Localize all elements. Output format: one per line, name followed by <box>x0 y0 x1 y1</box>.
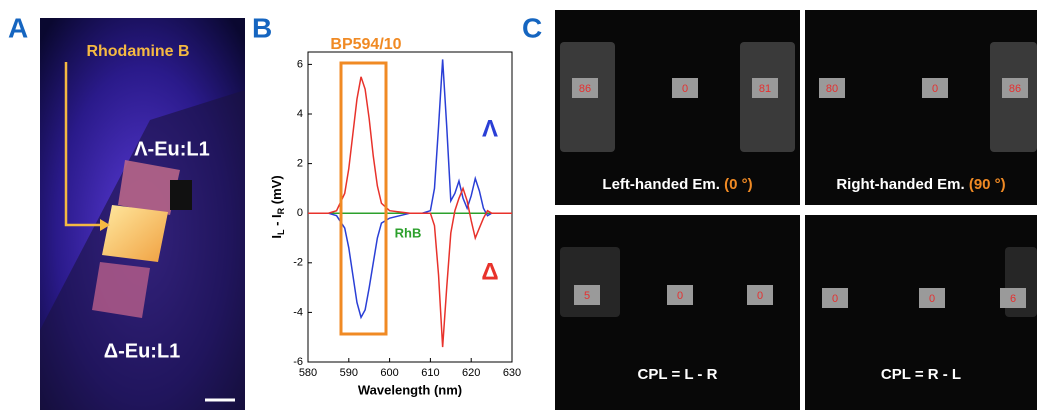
y-tick-label: 6 <box>297 58 303 70</box>
x-tick-label: 580 <box>299 367 317 379</box>
value-label: 0 <box>682 83 688 95</box>
value-label: 80 <box>826 83 838 95</box>
y-tick-label: -6 <box>293 356 303 368</box>
chart: 580 590 600 610 620 630 -6 -4 -2 0 2 4 6 Wavelength (… <box>269 36 521 397</box>
x-tick-label: 620 <box>462 367 480 379</box>
caption-text: Right-handed Em. <box>836 176 969 193</box>
y-tick-label: 0 <box>297 207 303 219</box>
lambda-label: Λ <box>482 115 498 142</box>
delta-label: Δ <box>481 258 498 285</box>
x-tick-label: 590 <box>340 367 358 379</box>
filter-box <box>341 63 386 334</box>
x-tick-label: 610 <box>421 367 439 379</box>
value-label: 0 <box>677 290 683 302</box>
film <box>102 205 168 262</box>
x-axis-label: Wavelength (nm) <box>358 382 462 397</box>
x-tick-label: 600 <box>380 367 398 379</box>
value-label: 0 <box>832 293 838 305</box>
value-label: 0 <box>757 290 763 302</box>
value-label: 5 <box>584 290 590 302</box>
y-axis-label: IL - IR (mV) <box>269 175 286 238</box>
caption: Left-handed Em. (0 °) <box>602 176 752 193</box>
caption-text: CPL = L - R <box>638 366 718 383</box>
rhb-label: RhB <box>395 225 422 240</box>
caption: CPL = L - R <box>638 366 718 383</box>
y-label-part: - I <box>269 214 284 229</box>
value-label: 81 <box>759 83 771 95</box>
y-tick-label: -2 <box>293 257 303 269</box>
x-tick-label: 630 <box>503 367 521 379</box>
sample-image <box>560 247 620 317</box>
caption-text: Left-handed Em. <box>602 176 724 193</box>
film <box>92 262 150 318</box>
panel-label: B <box>252 12 272 43</box>
sample-label: Λ-Eu:L1 <box>134 138 210 160</box>
sample-label: Δ-Eu:L1 <box>104 340 181 362</box>
value-label: 86 <box>1009 83 1021 95</box>
caption: CPL = R - L <box>881 366 961 383</box>
y-label-part: (mV) <box>269 175 284 208</box>
value-label: 86 <box>579 83 591 95</box>
y-tick-label: 4 <box>297 108 303 120</box>
dye-label: Rhodamine B <box>86 43 189 60</box>
y-tick-label: 2 <box>297 158 303 170</box>
caption-text: CPL = R - L <box>881 366 961 383</box>
y-tick-label: -4 <box>293 306 303 318</box>
cpl-images: 86 0 81 Left-handed Em. (0 °) 80 0 86 Right-han… <box>555 10 1037 410</box>
filter-label: BP594/10 <box>330 36 401 53</box>
value-label: 0 <box>929 293 935 305</box>
film-edge <box>170 180 192 210</box>
figure: A B C Rhodamine B Λ-Eu:L1 Δ-Eu:L1 580590… <box>0 0 1037 410</box>
caption: Right-handed Em. (90 °) <box>836 176 1005 193</box>
panel-label: C <box>522 12 542 43</box>
value-label: 6 <box>1010 293 1016 305</box>
caption-angle: (90 °) <box>969 176 1006 193</box>
value-label: 0 <box>932 83 938 95</box>
panel-label: A <box>8 12 28 43</box>
caption-angle: (0 °) <box>724 176 753 193</box>
